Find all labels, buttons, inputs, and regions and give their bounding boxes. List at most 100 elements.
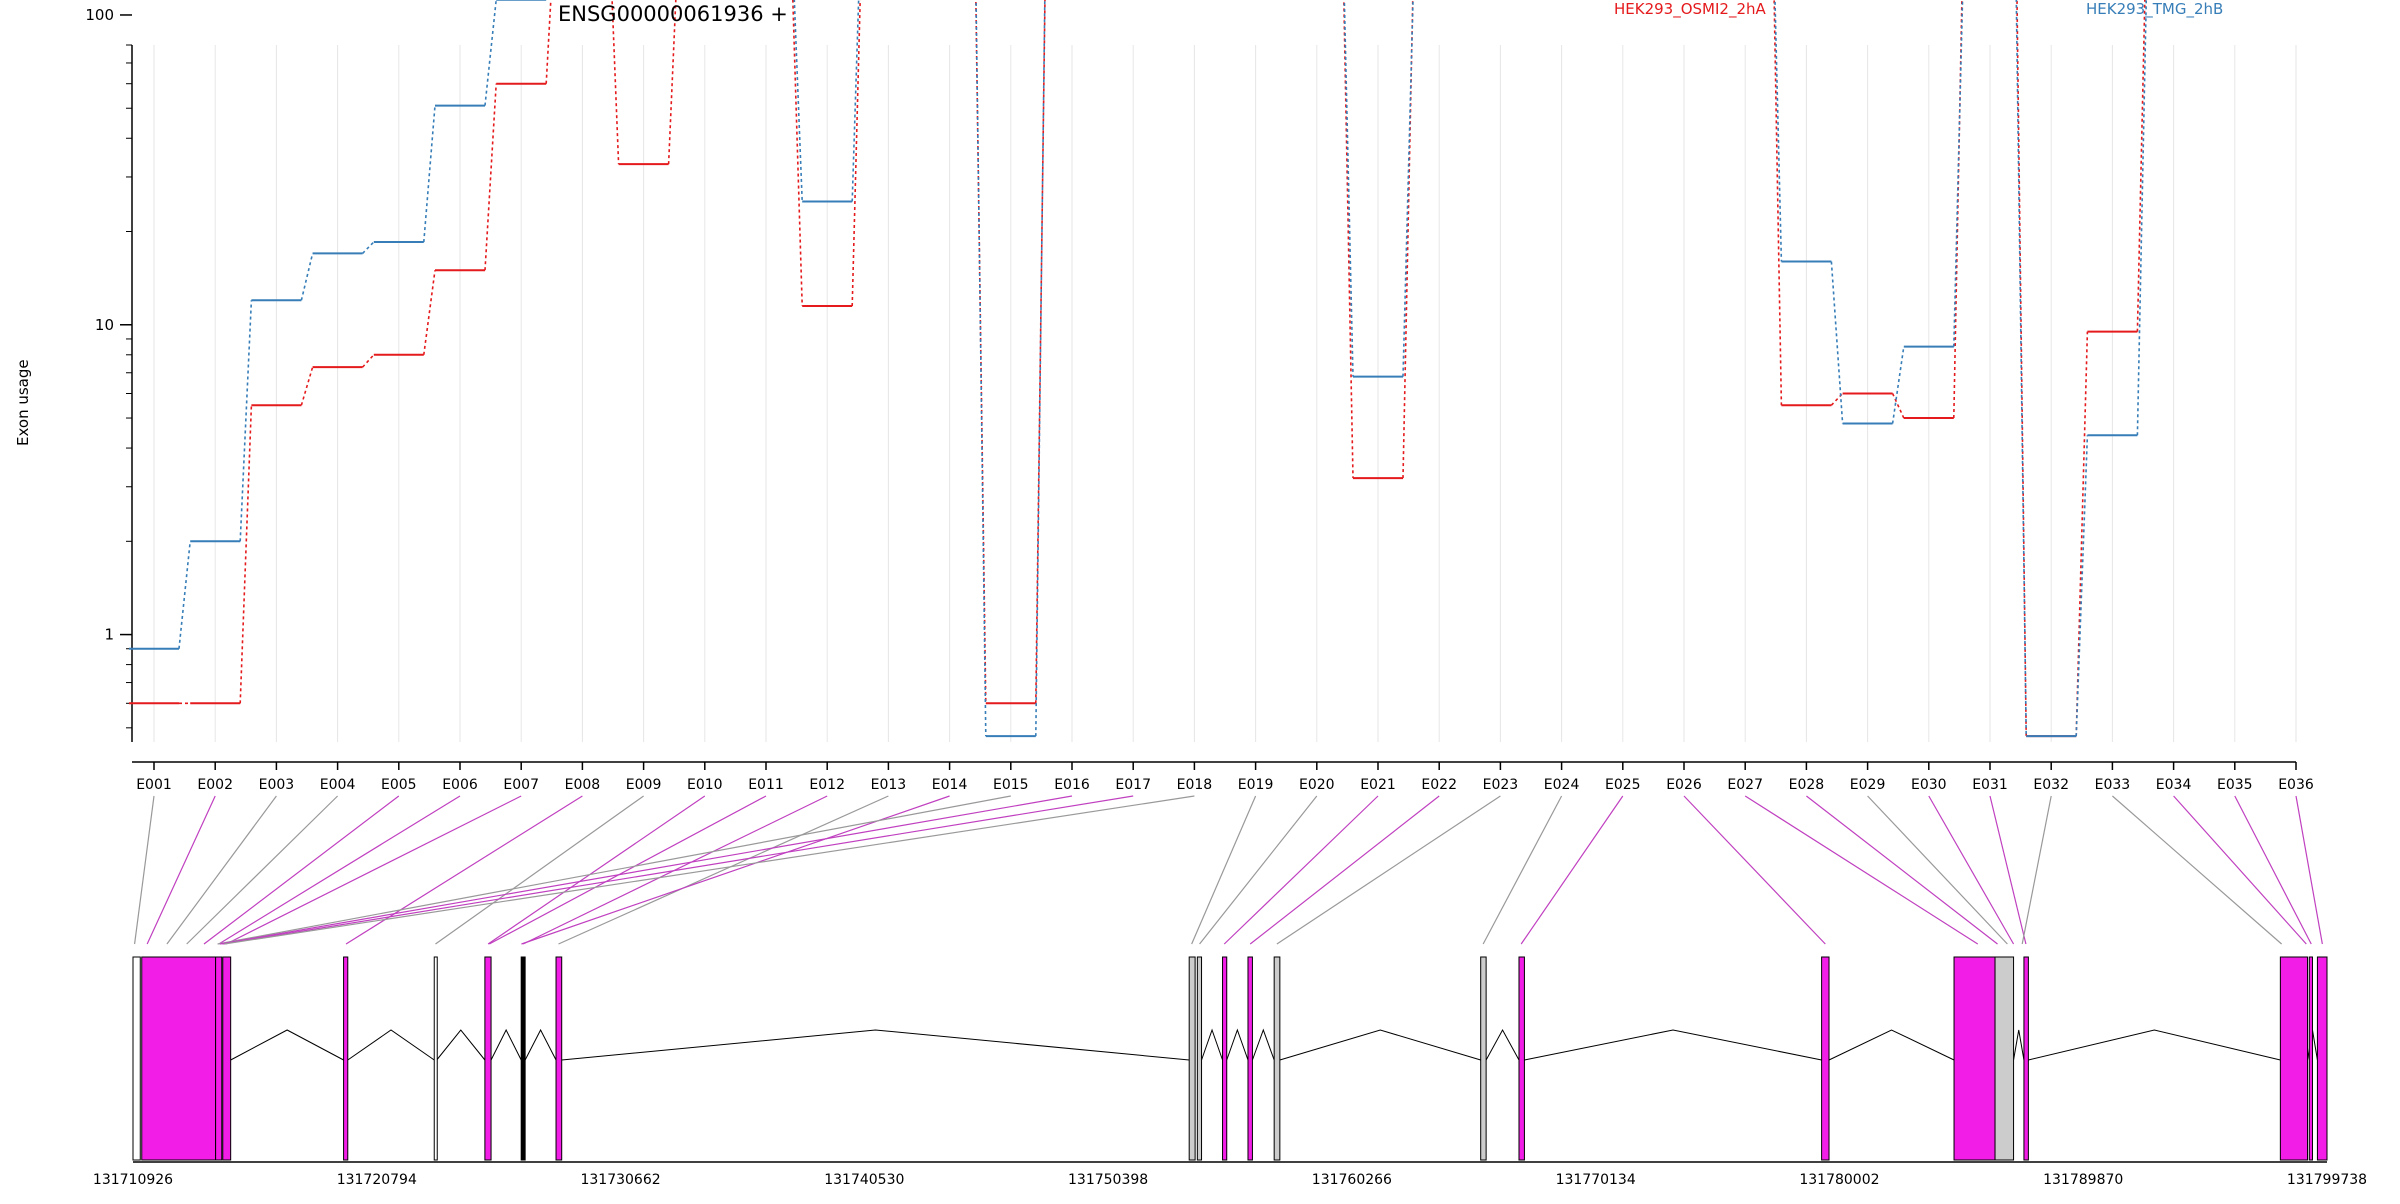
- exon-box: [1273, 956, 1281, 1161]
- x-tick-label: E017: [1115, 777, 1151, 793]
- series-connector: [1953, 0, 1964, 347]
- exon-connector: [218, 795, 461, 945]
- x-tick-label: E028: [1789, 777, 1825, 793]
- x-tick-label: E001: [136, 777, 172, 793]
- exon-box: [343, 956, 349, 1161]
- exon-box: [1953, 956, 1996, 1161]
- intron-line: [1251, 1028, 1275, 1061]
- x-tick-label: E013: [871, 777, 907, 793]
- exon-connector: [166, 795, 277, 945]
- x-tick-label: E031: [1972, 777, 2008, 793]
- series-connector: [1402, 0, 1414, 377]
- x-tick-label: E004: [320, 777, 356, 793]
- legend-series-b: HEK293_TMG_2hB: [2086, 0, 2224, 18]
- exon-box: [1994, 956, 2015, 1161]
- exon-box: [1247, 956, 1253, 1161]
- intron-line: [1279, 1029, 1481, 1061]
- x-tick-label: E020: [1299, 777, 1335, 793]
- series-connector: [1343, 0, 1354, 479]
- series-connector: [1402, 0, 1414, 479]
- x-tick-label: E035: [2217, 777, 2253, 793]
- exon-connector: [2234, 795, 2312, 945]
- exon-connector: [219, 795, 1073, 945]
- intron-line: [2028, 1029, 2281, 1061]
- exon-connector: [1744, 795, 1979, 945]
- intron-line: [436, 1029, 486, 1061]
- x-tick-label: E034: [2156, 777, 2192, 793]
- exon-box: [2316, 956, 2328, 1161]
- exon-box: [2279, 956, 2309, 1161]
- intron-line: [2013, 1029, 2025, 1061]
- exon-connector: [224, 795, 1195, 945]
- x-tick-label: E012: [809, 777, 845, 793]
- series-connector: [178, 541, 191, 649]
- series-connector: [300, 253, 314, 301]
- series-connector: [1891, 393, 1905, 419]
- intron-line: [230, 1029, 344, 1061]
- series-connector: [667, 0, 677, 165]
- intron-line: [490, 1028, 522, 1061]
- genome-tick-label: 131740530: [824, 1172, 904, 1188]
- exon-connector: [1989, 795, 2027, 945]
- series-connector: [362, 354, 375, 368]
- series-connector: [423, 270, 436, 355]
- x-tick-label: E036: [2278, 777, 2314, 793]
- series-connector: [423, 105, 436, 243]
- exon-connector: [1867, 795, 2008, 945]
- genome-tick-label: 131799738: [2287, 1172, 2367, 1188]
- intron-line: [561, 1029, 1190, 1061]
- genome-tick-label: 131730662: [580, 1172, 660, 1188]
- series-connector: [484, 83, 497, 271]
- exon-box: [1480, 956, 1487, 1161]
- x-tick-label: E007: [503, 777, 539, 793]
- series-connector: [975, 0, 987, 737]
- exon-connector: [1249, 795, 1440, 945]
- intron-line: [524, 1028, 557, 1061]
- exon-connector: [558, 795, 889, 945]
- exon-connector: [1683, 795, 1826, 945]
- exon-box: [1196, 956, 1203, 1161]
- x-tick-label: E027: [1727, 777, 1763, 793]
- series-connector: [2136, 0, 2146, 332]
- series-connector: [1773, 0, 1783, 406]
- x-tick-label: E005: [381, 777, 417, 793]
- genome-tick-label: 131760266: [1312, 1172, 1392, 1188]
- exon-connector: [1520, 795, 1624, 945]
- series-connector: [1891, 346, 1905, 424]
- exon-connector: [1276, 795, 1501, 945]
- x-tick-label: E023: [1483, 777, 1519, 793]
- exon-box: [520, 956, 526, 1161]
- x-tick-label: E024: [1544, 777, 1580, 793]
- series-connector: [611, 0, 620, 165]
- x-tick-label: E006: [442, 777, 478, 793]
- series-b: [129, 0, 2148, 738]
- exon-box: [555, 956, 563, 1161]
- series-connector: [2015, 0, 2027, 737]
- x-tick-label: E010: [687, 777, 723, 793]
- exon-connector: [2173, 795, 2307, 945]
- exon-connector: [203, 795, 400, 945]
- x-tick-label: E029: [1850, 777, 1886, 793]
- series-connector: [1774, 0, 1783, 262]
- genome-tick-label: 131789870: [2043, 1172, 2123, 1188]
- exon-connector: [2112, 795, 2282, 945]
- genome-tick-label: 131780002: [1799, 1172, 1879, 1188]
- exon-box: [1821, 956, 1830, 1161]
- x-tick-label: E008: [565, 777, 601, 793]
- series-connector: [239, 300, 253, 542]
- series-connector: [1343, 0, 1354, 377]
- x-tick-label: E021: [1360, 777, 1396, 793]
- y-tick-label: 100: [85, 6, 114, 24]
- exon-connector: [2295, 795, 2323, 945]
- exon-connector: [489, 795, 767, 945]
- x-tick-label: E019: [1238, 777, 1274, 793]
- x-tick-label: E032: [2033, 777, 2069, 793]
- exon-connector: [521, 795, 950, 945]
- genome-tick-label: 131770134: [1556, 1172, 1636, 1188]
- y-axis-label: Exon usage: [14, 359, 32, 446]
- exon-box: [2023, 956, 2029, 1161]
- x-tick-label: E002: [197, 777, 233, 793]
- exon-box: [1222, 956, 1228, 1161]
- exon-connector: [1191, 795, 1257, 945]
